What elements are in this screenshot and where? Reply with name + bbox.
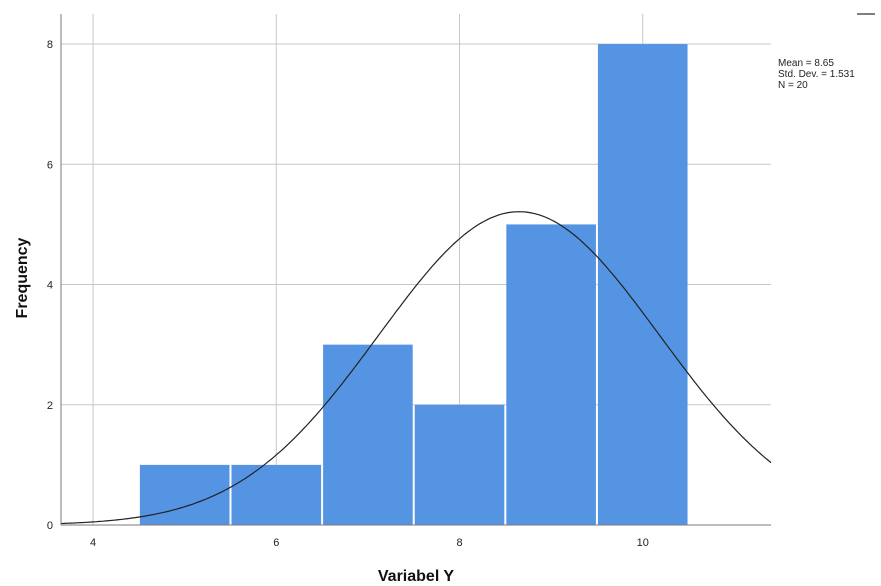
histogram-bars (139, 44, 688, 526)
stats-legend: Mean = 8.65 Std. Dev. = 1.531 N = 20 (778, 58, 855, 91)
y-tick-label-6: 6 (47, 159, 53, 171)
normal-curve (60, 211, 772, 525)
y-tick-label-8: 8 (47, 39, 53, 51)
y-axis-title: Frequency (14, 237, 31, 318)
stats-mean: Mean = 8.65 (778, 58, 834, 69)
stats-std-dev: Std. Dev. = 1.531 (778, 69, 855, 80)
y-tick-label-2: 2 (47, 400, 53, 412)
histogram-bar-1 (231, 464, 322, 525)
histogram-bar-5 (597, 44, 688, 525)
histogram-bar-2 (323, 344, 413, 525)
stats-n: N = 20 (778, 80, 808, 91)
x-tick-label-10: 10 (637, 537, 649, 549)
x-axis-title: Variabel Y (378, 568, 455, 585)
y-tick-label-4: 4 (47, 280, 53, 292)
tick-labels: 4 6 8 10 0 2 4 6 8 (47, 39, 649, 549)
histogram-bar-4 (506, 224, 596, 526)
y-tick-label-0: 0 (47, 520, 53, 532)
axes (60, 14, 771, 526)
normal-curve-layer (60, 211, 772, 525)
histogram-bar-3 (414, 404, 505, 525)
x-tick-label-6: 6 (273, 537, 279, 549)
x-tick-label-4: 4 (90, 537, 96, 549)
x-tick-label-8: 8 (456, 537, 462, 549)
